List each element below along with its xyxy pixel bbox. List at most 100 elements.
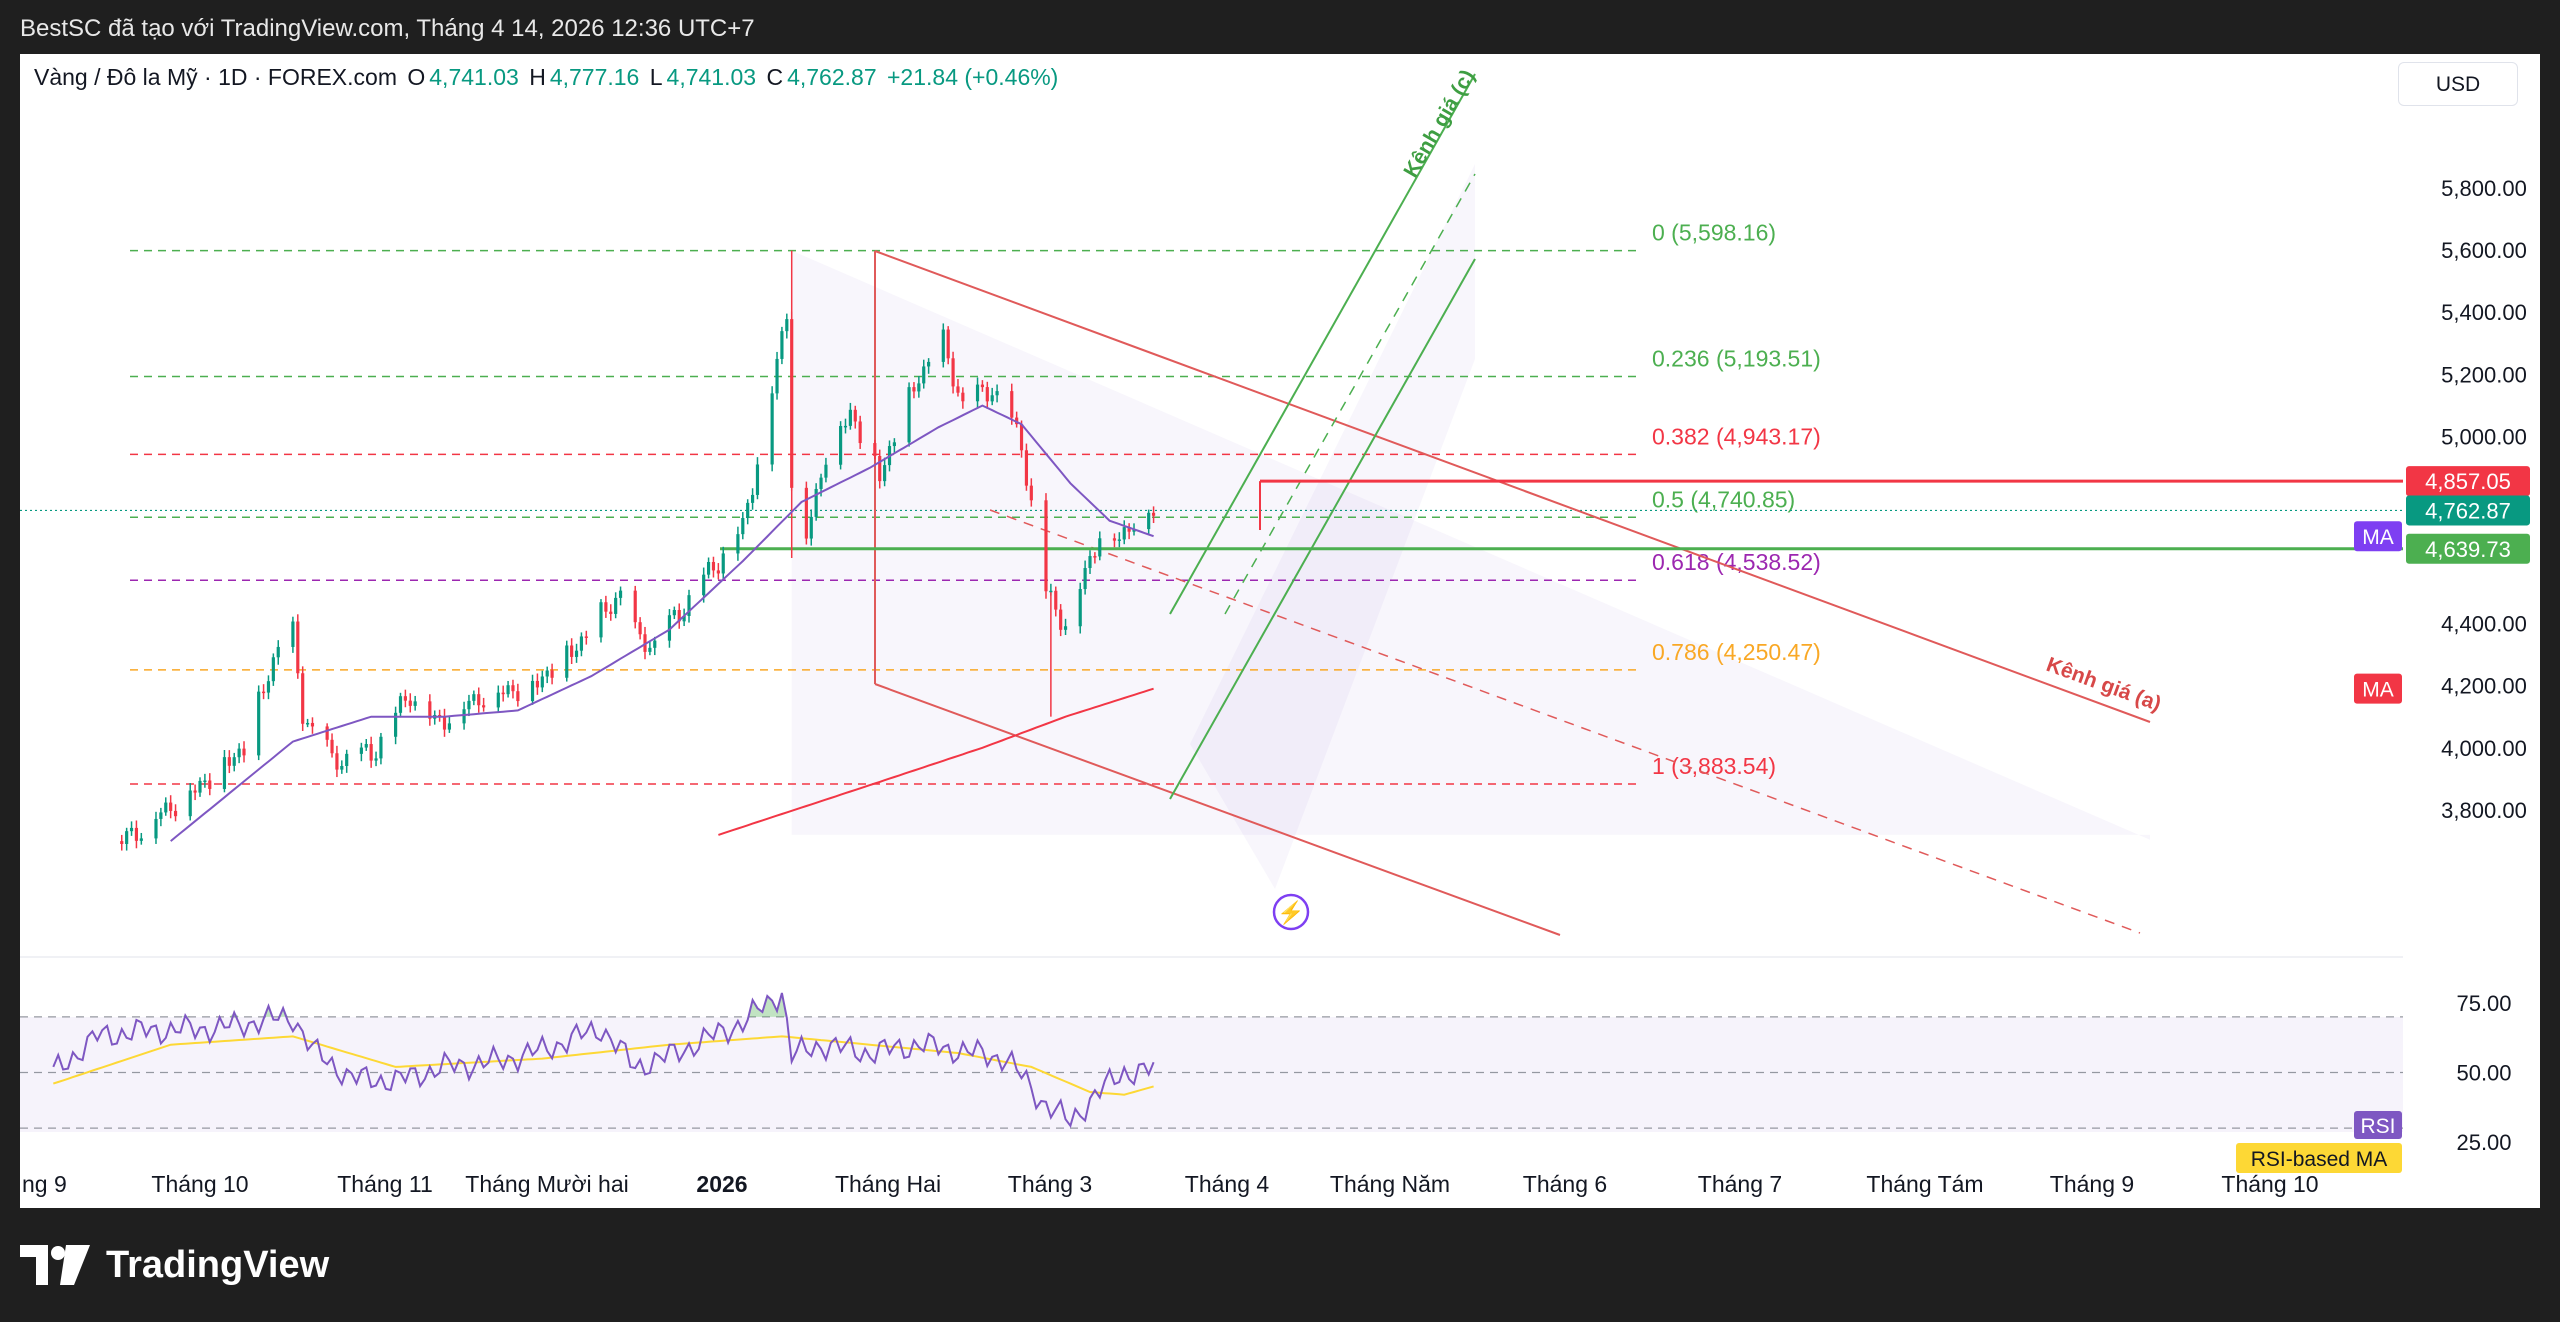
x-tick-13: Tháng 10 xyxy=(2221,1171,2318,1197)
candle-body-18 xyxy=(237,748,241,758)
ma-badge-bg-0 xyxy=(2354,521,2402,552)
candle-body-31 xyxy=(330,739,334,754)
candle-body-122 xyxy=(951,358,955,387)
candle-body-60 xyxy=(530,680,535,702)
y-tick-0: 5,800.00 xyxy=(2441,176,2527,201)
footer-brand-text: TradingView xyxy=(106,1243,330,1286)
candle-body-67 xyxy=(574,650,579,657)
candle-body-84 xyxy=(687,595,691,616)
rsi-tick-2: 25.00 xyxy=(2456,1130,2511,1155)
symbol-name: Vàng / Đô la Mỹ · 1D · FOREX.com xyxy=(34,64,397,90)
ma-short-line xyxy=(170,404,1154,842)
candle-body-80 xyxy=(667,615,672,641)
fib-label-0: 0 (5,598.16) xyxy=(1652,220,1776,246)
candle-body-97 xyxy=(780,331,784,359)
candle-body-50 xyxy=(462,709,466,724)
rsi-line xyxy=(52,992,1155,1129)
low-value: 4,741.03 xyxy=(666,64,757,90)
ma-long-line xyxy=(718,687,1154,836)
candle-body-109 xyxy=(858,421,862,444)
tradingview-logo-icon xyxy=(20,1245,90,1285)
y-tick-1: 5,600.00 xyxy=(2441,238,2527,263)
candle-body-100 xyxy=(804,487,808,539)
y-tick-4: 5,000.00 xyxy=(2441,425,2527,450)
candle-body-120 xyxy=(941,329,945,362)
candle-body-55 xyxy=(496,692,500,708)
candle-body-118 xyxy=(922,366,926,384)
chart-frame[interactable]: 0 (5,598.16) 0.236 (5,193.51) 0.382 (4,943… xyxy=(20,54,2540,1208)
candle-body-140 xyxy=(1078,589,1082,627)
x-tick-1: Tháng 10 xyxy=(151,1171,248,1197)
candle-body-108 xyxy=(853,409,857,422)
channel-a-upper xyxy=(874,250,2151,723)
symbol-legend: Vàng / Đô la Mỹ · 1D · FOREX.com O 4,741.… xyxy=(34,64,1062,91)
candle-body-11 xyxy=(193,790,197,793)
high-value: 4,777.16 xyxy=(549,64,640,90)
candle-body-115 xyxy=(907,387,911,443)
y-tick-3: 5,200.00 xyxy=(2441,362,2527,387)
candle-body-149 xyxy=(1132,529,1136,532)
candle-body-101 xyxy=(809,516,813,539)
candle-body-76 xyxy=(638,622,642,635)
candle-body-41 xyxy=(398,696,403,713)
candle-body-4 xyxy=(139,838,143,841)
candle-body-104 xyxy=(824,464,828,478)
candle-body-53 xyxy=(477,694,481,706)
candle-body-14 xyxy=(208,780,212,789)
candle-body-9 xyxy=(173,810,178,817)
rsi-ma-badge: RSI-based MA xyxy=(2251,1148,2388,1171)
candle-body-56 xyxy=(501,692,505,695)
candle-body-129 xyxy=(995,391,999,396)
candle-body-1 xyxy=(125,831,129,844)
x-tick-12: Tháng 9 xyxy=(2050,1171,2134,1197)
x-tick-5: Tháng Hai xyxy=(835,1171,941,1197)
caption-bar: BestSC đã tạo với TradingView.com, Tháng… xyxy=(0,0,2560,54)
candle-body-103 xyxy=(819,477,823,489)
rsi-badge: RSI xyxy=(2360,1115,2395,1138)
candle-body-150 xyxy=(1147,512,1151,530)
candle-body-90 xyxy=(736,534,740,554)
candle-body-137 xyxy=(1054,590,1058,610)
candle-body-79 xyxy=(653,640,657,648)
y-tick-9: 3,800.00 xyxy=(2441,798,2527,823)
candle-body-111 xyxy=(878,456,882,482)
candle-body-98 xyxy=(785,319,789,332)
candle-body-73 xyxy=(614,597,618,614)
candle-body-126 xyxy=(980,384,985,388)
channel-c-median xyxy=(1224,173,1476,615)
candle-body-116 xyxy=(912,387,916,392)
channel-a-shading xyxy=(791,250,2150,840)
candle-body-35 xyxy=(359,747,363,754)
ma-badge-bg-1 xyxy=(2354,673,2402,704)
candle-body-70 xyxy=(599,602,603,638)
x-tick-2: Tháng 11 xyxy=(337,1171,432,1197)
candle-body-48 xyxy=(442,716,447,730)
candle-body-144 xyxy=(1098,538,1102,557)
candle-body-146 xyxy=(1117,539,1121,541)
candle-body-74 xyxy=(618,590,623,598)
channel-c-lower xyxy=(1169,258,1476,800)
candle-body-32 xyxy=(335,753,339,770)
fib-label-2: 0.382 (4,943.17) xyxy=(1652,423,1821,449)
chart-svg[interactable]: 0 (5,598.16) 0.236 (5,193.51) 0.382 (4,943… xyxy=(20,54,2540,1208)
candle-body-6 xyxy=(159,812,163,819)
candle-body-51 xyxy=(467,700,471,710)
candle-body-8 xyxy=(169,802,173,811)
rsi-band-fill xyxy=(20,1017,2403,1132)
candle-body-142 xyxy=(1088,556,1092,569)
open-value: 4,741.03 xyxy=(429,64,519,90)
rsi-ma-line xyxy=(52,1035,1154,1096)
rsi-ma-badge-bg xyxy=(2236,1143,2402,1173)
candle-body-43 xyxy=(408,700,412,706)
channel-c-upper xyxy=(1169,73,1476,615)
candle-body-69 xyxy=(584,636,588,638)
candle-body-141 xyxy=(1083,568,1087,590)
candle-body-87 xyxy=(711,561,716,571)
rsi-tick-0: 75.00 xyxy=(2456,991,2511,1016)
ma-badge-1: MA xyxy=(2362,679,2394,702)
low-label: L xyxy=(649,64,663,90)
candle-body-95 xyxy=(770,393,774,465)
price-label-bg-2 xyxy=(2406,533,2530,564)
currency-button[interactable]: USD xyxy=(2398,62,2518,106)
candle-body-123 xyxy=(956,386,960,393)
